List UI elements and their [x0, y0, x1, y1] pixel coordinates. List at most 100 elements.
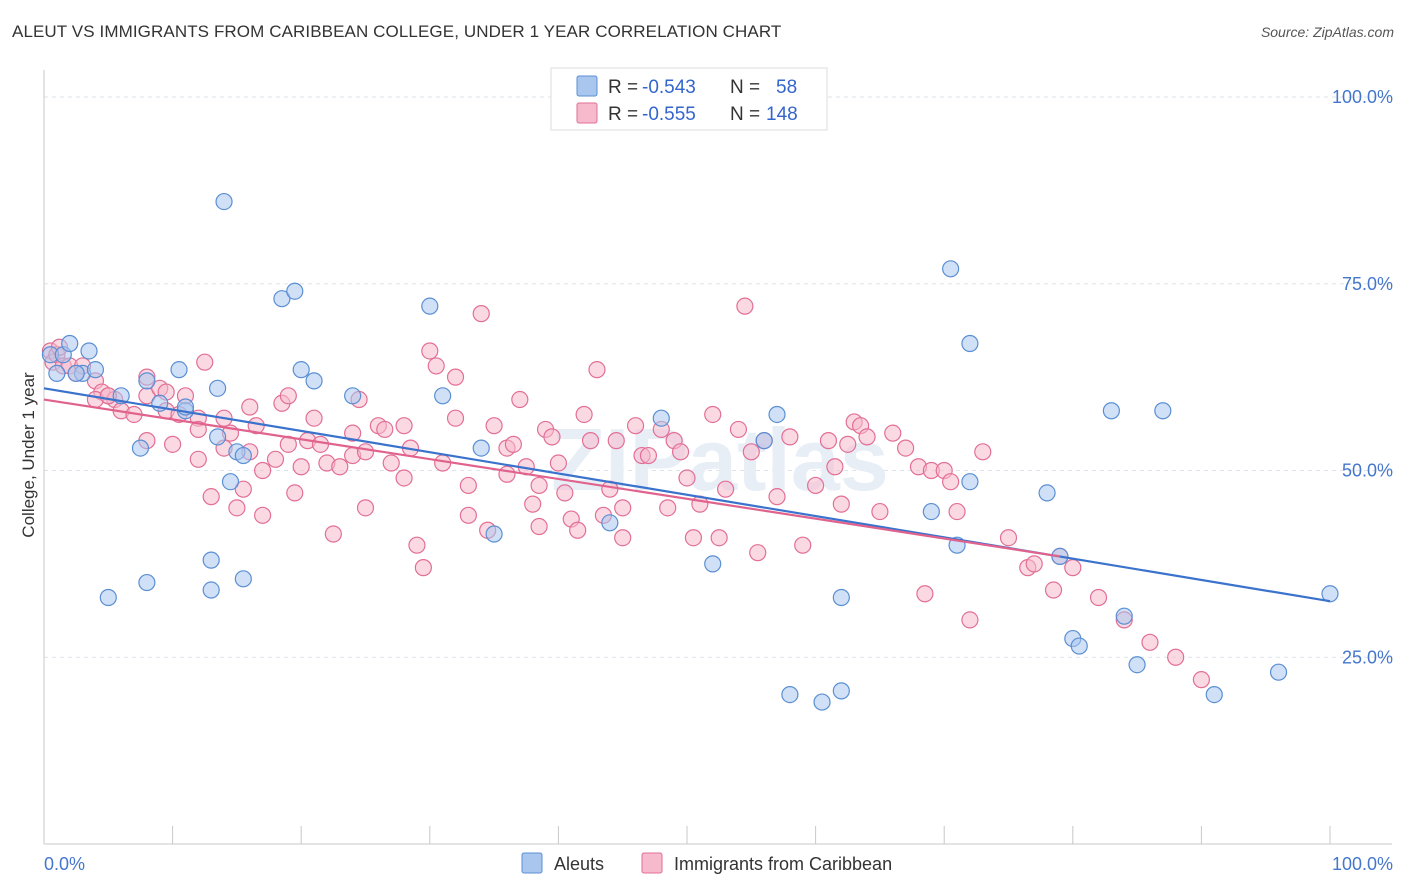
aleut-point — [202, 581, 220, 599]
caribbean-point — [736, 297, 754, 315]
aleut-point — [138, 573, 156, 592]
caribbean-point — [575, 405, 593, 424]
aleut-point — [768, 405, 786, 424]
aleut-point — [286, 282, 304, 300]
caribbean-point — [292, 458, 310, 476]
aleut-point — [273, 290, 291, 308]
caribbean-point — [659, 499, 677, 517]
aleut-point — [1070, 637, 1088, 655]
caribbean-point — [395, 469, 413, 487]
aleut-point — [234, 446, 252, 465]
trend-line-aleuts — [43, 387, 1331, 603]
aleut-point — [472, 439, 490, 457]
aleut-point — [1115, 607, 1133, 625]
caribbean-point — [266, 450, 285, 468]
aleut-point — [131, 439, 150, 457]
aleut-point — [292, 361, 310, 379]
caribbean-point — [382, 454, 400, 472]
aleut-point — [832, 682, 850, 700]
aleut-point — [485, 525, 503, 543]
legend-r-value-2: -0.555 — [642, 104, 696, 125]
aleut-point — [832, 588, 850, 607]
series-caribbean — [41, 297, 1211, 689]
aleut-point — [215, 192, 233, 211]
caribbean-point — [446, 368, 465, 386]
aleut-point — [1321, 585, 1339, 603]
aleut-point — [209, 428, 227, 446]
series-aleuts — [41, 192, 1339, 711]
caribbean-point — [781, 428, 799, 446]
caribbean-point — [530, 517, 548, 536]
caribbean-point — [897, 439, 915, 457]
caribbean-point — [716, 480, 735, 498]
y-tick-label: 75.0% — [1342, 274, 1393, 294]
caribbean-point — [961, 611, 979, 629]
caribbean-point — [729, 420, 748, 439]
aleut-point — [138, 372, 156, 390]
aleut-point — [61, 334, 79, 353]
aleut-point — [942, 260, 960, 278]
caribbean-point — [858, 428, 876, 446]
caribbean-point — [414, 559, 432, 577]
caribbean-point — [254, 461, 272, 480]
caribbean-point — [530, 476, 548, 495]
caribbean-point — [311, 435, 330, 453]
caribbean-point — [614, 529, 632, 547]
aleut-point — [48, 364, 66, 382]
x-tick-label: 0.0% — [44, 854, 85, 874]
caribbean-point — [324, 525, 342, 543]
aleut-point — [922, 502, 940, 521]
caribbean-point — [421, 342, 439, 360]
aleut-point — [781, 685, 799, 704]
caribbean-point — [806, 476, 825, 495]
axes — [43, 70, 1392, 845]
caribbean-point — [408, 536, 426, 554]
caribbean-point — [871, 502, 889, 521]
caribbean-point — [942, 473, 960, 491]
aleut-point — [601, 514, 619, 532]
y-axis-label: College, Under 1 year — [19, 372, 38, 538]
caribbean-point — [498, 465, 516, 483]
caribbean-point — [549, 454, 568, 472]
caribbean-point — [305, 409, 323, 427]
caribbean-point — [768, 488, 786, 506]
caribbean-point — [254, 506, 272, 524]
caribbean-point — [678, 469, 696, 487]
caribbean-point — [356, 443, 375, 461]
tick-labels: 25.0% 50.0% 75.0% 100.0% 0.0% 100.0% — [44, 87, 1393, 874]
aleut-point — [80, 342, 98, 360]
aleut-point — [1102, 402, 1120, 420]
caribbean-point — [607, 432, 625, 450]
aleut-point — [813, 693, 831, 711]
y-tick-label: 25.0% — [1342, 647, 1393, 667]
y-tick-label: 100.0% — [1332, 87, 1393, 107]
aleut-point — [1038, 484, 1056, 502]
caribbean-point — [614, 499, 632, 517]
aleut-point — [1205, 685, 1223, 704]
caribbean-point — [794, 536, 812, 554]
caribbean-point — [819, 432, 838, 450]
aleut-point — [421, 297, 439, 315]
caribbean-point — [704, 405, 722, 424]
aleut-point — [86, 361, 105, 379]
caribbean-point — [839, 435, 857, 453]
caribbean-point — [1064, 559, 1082, 577]
caribbean-point — [524, 495, 542, 513]
chart-source: Source: ZipAtlas.com — [1260, 24, 1394, 40]
aleut-point — [652, 409, 670, 427]
caribbean-point — [202, 488, 220, 506]
aleut-point — [209, 379, 227, 397]
bottom-legend-caribbean: Immigrants from Caribbean — [674, 854, 892, 874]
legend-r-value-1: -0.543 — [642, 77, 696, 98]
caribbean-point — [832, 495, 850, 513]
caribbean-point — [1192, 671, 1211, 689]
legend-n-value-1: 58 — [776, 77, 797, 98]
bottom-legend-swatch-caribbean — [641, 852, 663, 874]
caribbean-point — [504, 435, 522, 453]
caribbean-point — [826, 458, 844, 476]
aleut-point — [344, 387, 362, 405]
aleut-point — [234, 570, 252, 588]
aleut-point — [434, 387, 452, 405]
caribbean-point — [588, 361, 606, 379]
legend-swatch-aleuts — [576, 75, 598, 97]
